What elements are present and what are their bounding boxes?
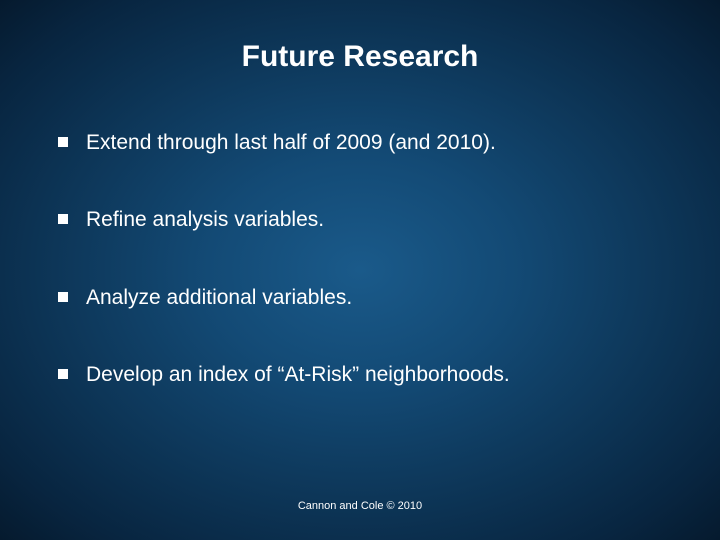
bullet-text: Analyze additional variables. [86,284,352,311]
list-item: Analyze additional variables. [58,284,670,311]
square-bullet-icon [58,214,68,224]
slide-footer: Cannon and Cole © 2010 [0,500,720,512]
square-bullet-icon [58,369,68,379]
square-bullet-icon [58,137,68,147]
slide-container: Future Research Extend through last half… [0,0,720,540]
square-bullet-icon [58,292,68,302]
slide-title: Future Research [50,40,670,74]
list-item: Develop an index of “At-Risk” neighborho… [58,361,670,388]
bullet-text: Develop an index of “At-Risk” neighborho… [86,361,510,388]
bullet-text: Extend through last half of 2009 (and 20… [86,129,496,156]
bullet-list: Extend through last half of 2009 (and 20… [50,129,670,388]
list-item: Refine analysis variables. [58,206,670,233]
list-item: Extend through last half of 2009 (and 20… [58,129,670,156]
bullet-text: Refine analysis variables. [86,206,324,233]
